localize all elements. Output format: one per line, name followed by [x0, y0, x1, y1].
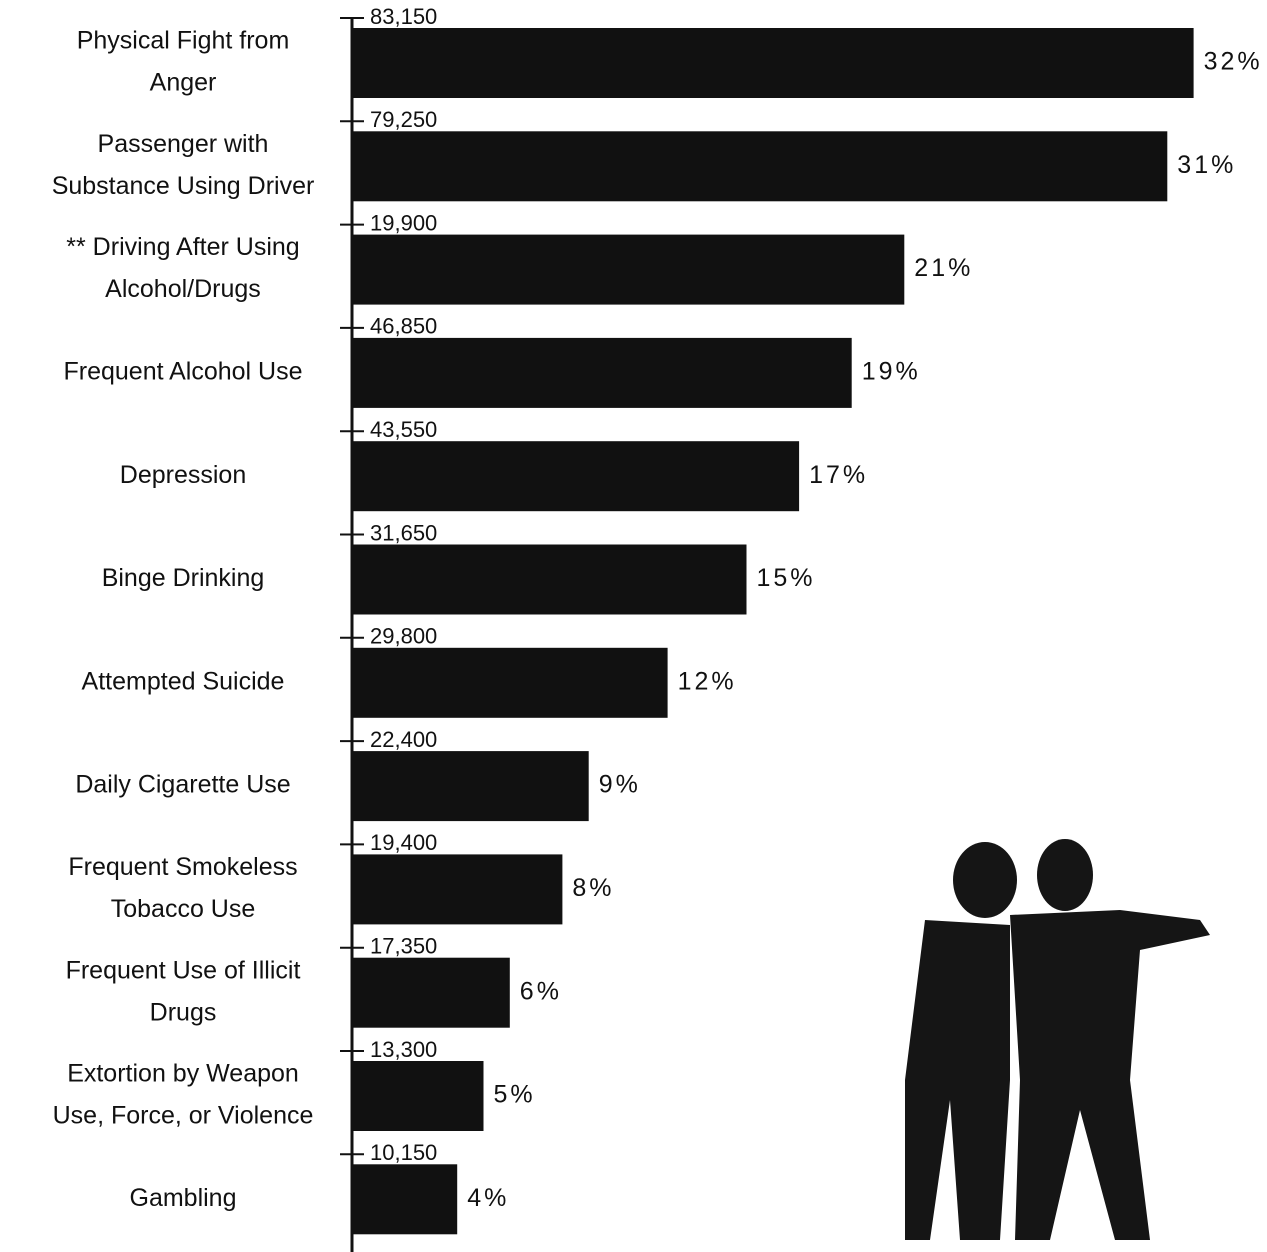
value-label: 9%	[599, 771, 641, 799]
count-label: 17,350	[370, 934, 437, 959]
category-label: Gambling	[130, 1184, 237, 1212]
category-label: Frequent Alcohol Use	[63, 358, 302, 386]
value-label: 8%	[572, 874, 614, 902]
category-label: Use, Force, or Violence	[53, 1102, 314, 1130]
value-label: 19%	[862, 358, 921, 386]
count-label: 46,850	[370, 314, 437, 339]
category-label: Extortion by Weapon	[67, 1060, 299, 1088]
illustration	[905, 839, 1210, 1240]
category-label: Alcohol/Drugs	[105, 275, 261, 303]
value-label: 21%	[914, 254, 973, 282]
bar	[352, 854, 563, 925]
category-label: Drugs	[150, 998, 217, 1026]
count-label: 79,250	[370, 107, 437, 132]
bar	[352, 28, 1194, 98]
category-label: Passenger with	[98, 130, 269, 158]
bar	[352, 131, 1168, 202]
count-label: 31,650	[370, 520, 437, 545]
bar	[352, 234, 905, 305]
category-label: Frequent Use of Illicit	[66, 956, 301, 984]
category-label: Attempted Suicide	[82, 667, 285, 695]
value-label: 15%	[757, 564, 816, 592]
bar	[352, 337, 852, 408]
category-label: Daily Cigarette Use	[75, 771, 290, 799]
count-label: 13,300	[370, 1037, 437, 1062]
count-label: 10,150	[370, 1140, 437, 1165]
category-label: Binge Drinking	[102, 564, 265, 592]
value-label: 17%	[809, 461, 868, 489]
value-label: 6%	[520, 977, 562, 1005]
count-label: 22,400	[370, 727, 437, 752]
bar	[352, 1164, 458, 1235]
count-label: 83,150	[370, 4, 437, 29]
count-label: 19,400	[370, 830, 437, 855]
bar	[352, 544, 747, 615]
category-label: Anger	[150, 69, 217, 97]
bar	[352, 441, 800, 512]
count-label: 29,800	[370, 624, 437, 649]
bar	[352, 647, 668, 718]
category-label: Physical Fight from	[77, 27, 290, 55]
category-label: ** Driving After Using	[66, 233, 299, 261]
count-label: 43,550	[370, 417, 437, 442]
value-label: 12%	[678, 667, 737, 695]
category-label: Tobacco Use	[111, 895, 256, 923]
bar	[352, 957, 510, 1028]
value-label: 31%	[1177, 151, 1236, 179]
value-label: 32%	[1204, 48, 1263, 76]
bar	[352, 1061, 484, 1131]
value-label: 5%	[494, 1081, 536, 1109]
value-label: 4%	[467, 1184, 509, 1212]
bar	[352, 751, 589, 822]
count-label: 19,900	[370, 210, 437, 235]
category-label: Depression	[120, 461, 246, 489]
category-label: Substance Using Driver	[52, 172, 315, 200]
category-label: Frequent Smokeless	[68, 853, 297, 881]
